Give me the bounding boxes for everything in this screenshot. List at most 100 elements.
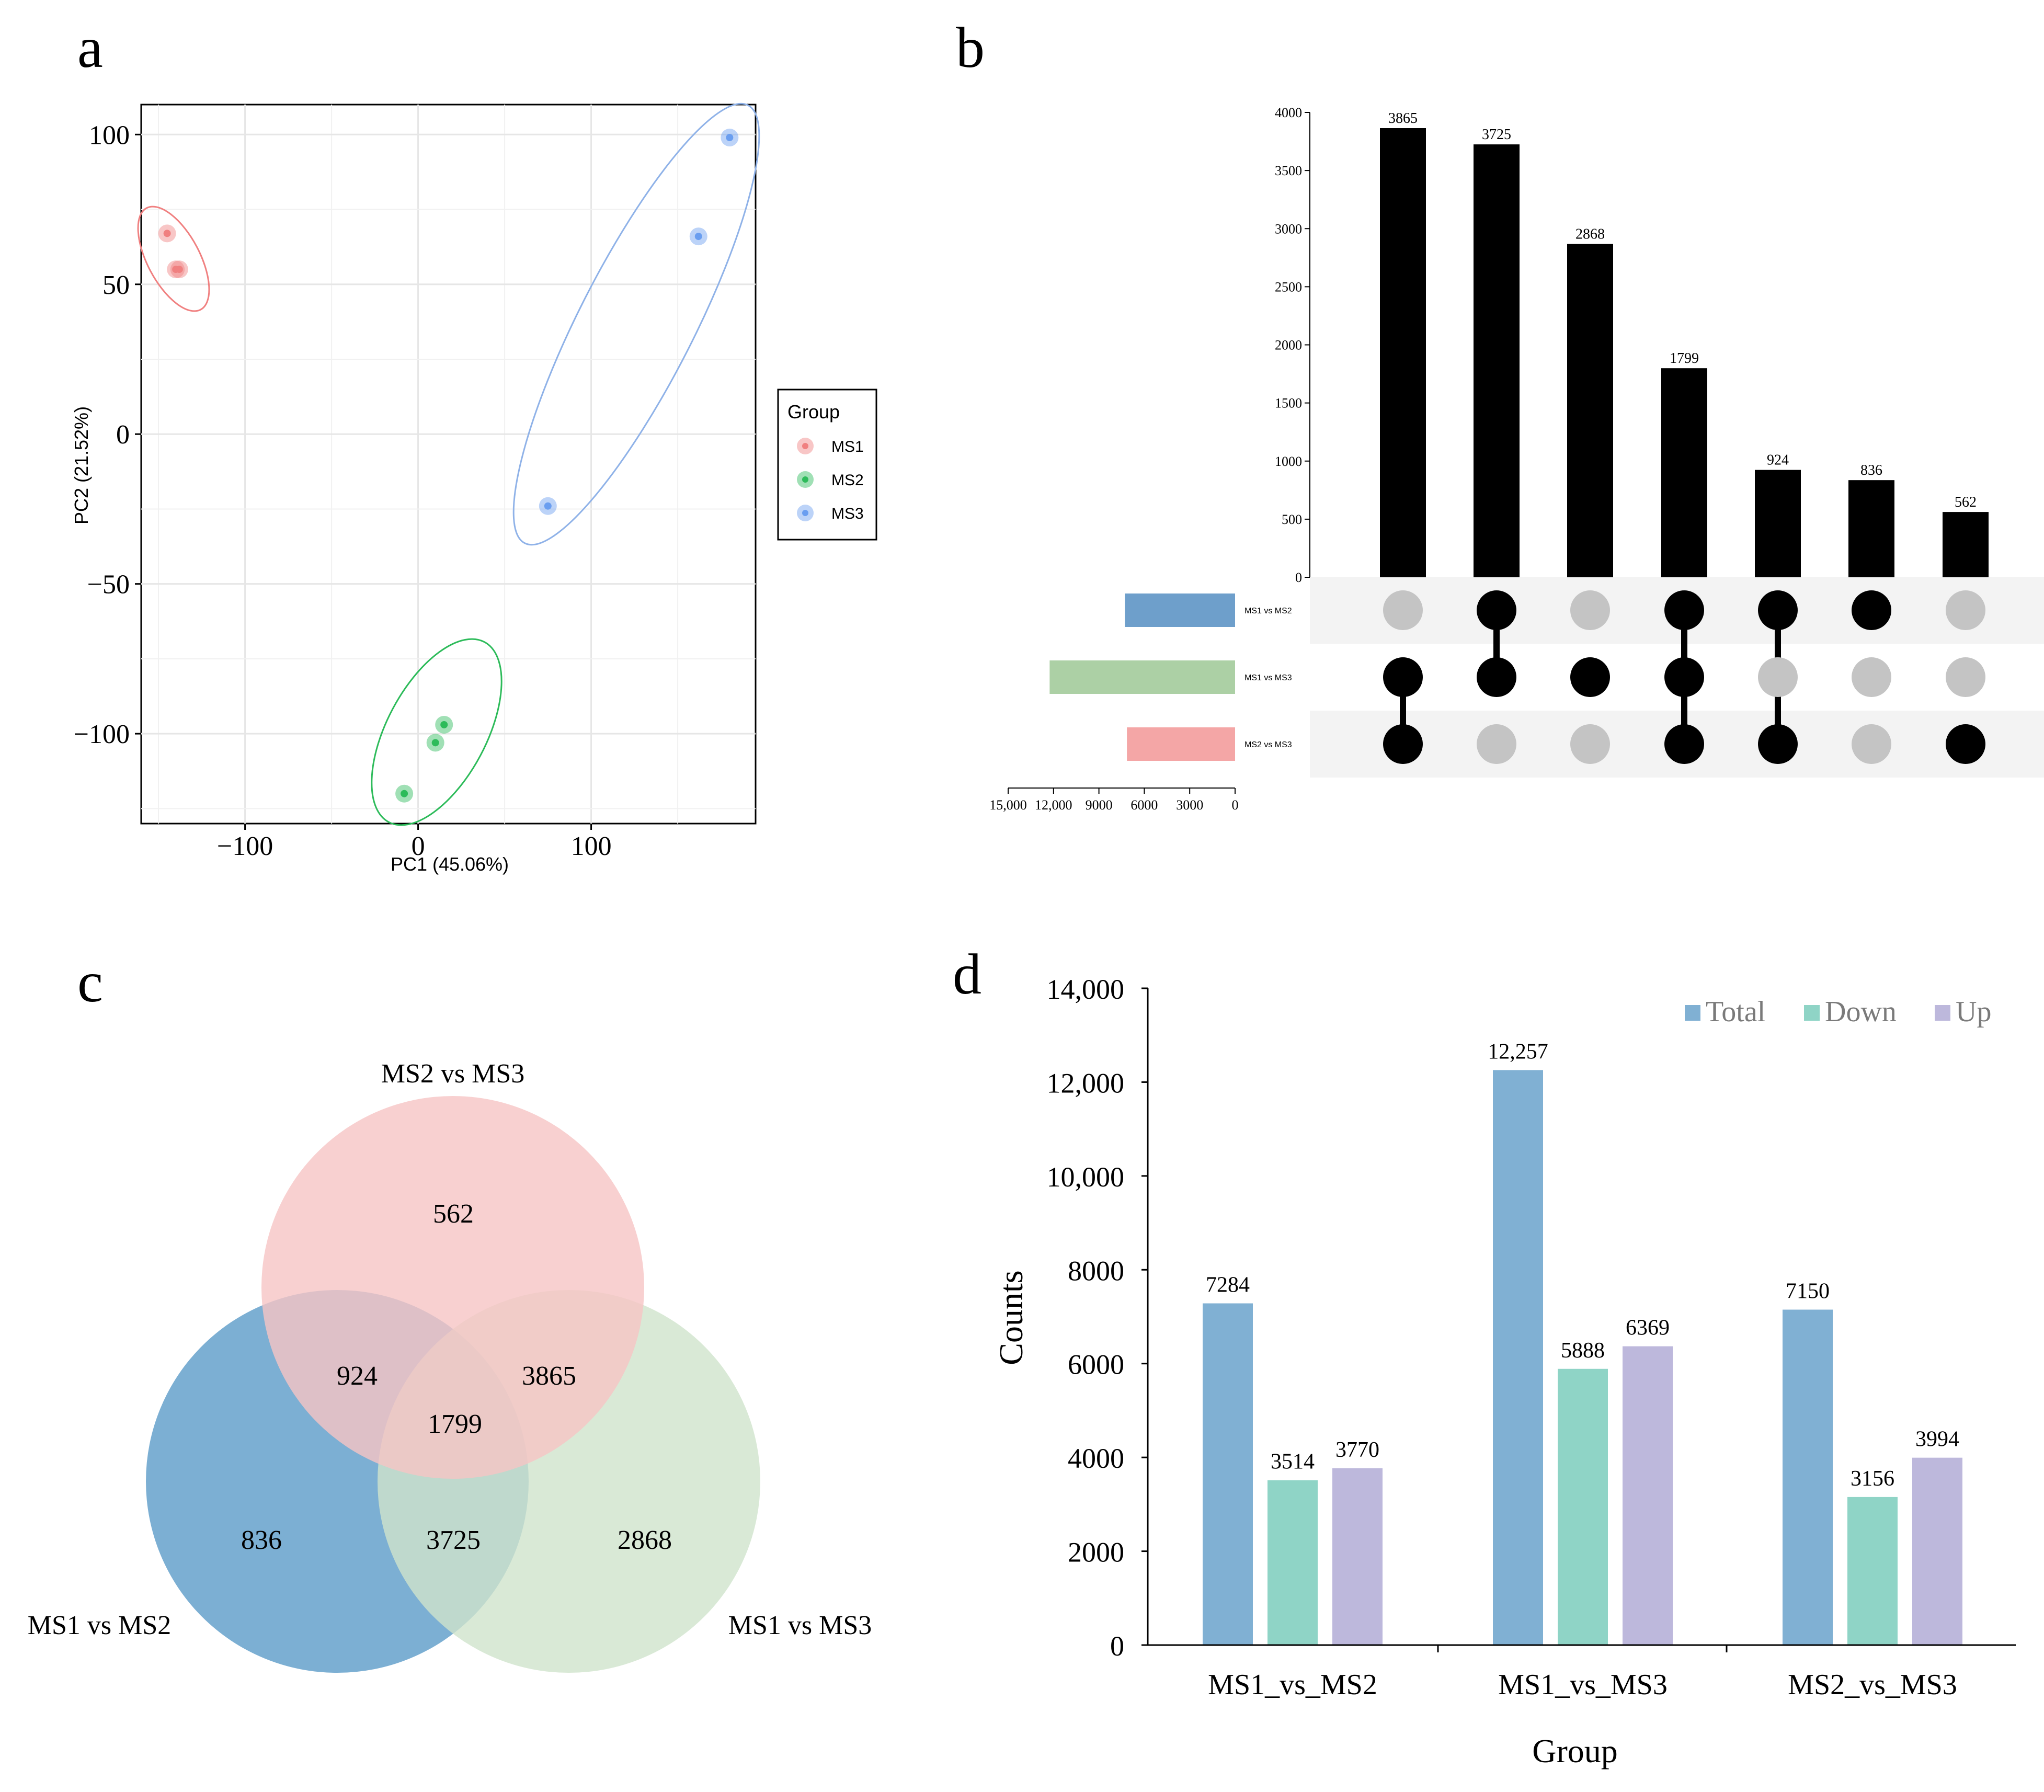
venn-region-ms2-only: 562 bbox=[433, 1199, 474, 1229]
counts-bar-label-up: 3994 bbox=[1915, 1428, 1959, 1452]
venn-circle-ms2-vs-ms3 bbox=[261, 1096, 644, 1479]
pca-point-core-ms1 bbox=[175, 266, 183, 273]
pca-point-core-ms1 bbox=[163, 230, 171, 237]
panel-letter-a: a bbox=[77, 16, 103, 79]
upset-set-axis-label: 0 bbox=[1232, 797, 1239, 813]
ellipse-ms3 bbox=[512, 102, 760, 546]
upset-y-tick-label: 500 bbox=[1282, 512, 1302, 527]
upset-dot-inactive bbox=[1852, 724, 1891, 764]
counts-bar-up bbox=[1623, 1346, 1673, 1645]
pca-plot-frame bbox=[140, 104, 757, 825]
upset-set-axis-label: 12,000 bbox=[1035, 797, 1072, 813]
counts-x-tick-label: MS1_vs_MS2 bbox=[1208, 1669, 1377, 1701]
venn-panel: MS2 vs MS3 MS1 vs MS2 MS1 vs MS3 562 924… bbox=[28, 1059, 872, 1673]
pca-points bbox=[158, 129, 739, 803]
counts-bar-up bbox=[1912, 1457, 1962, 1645]
pca-point-core-ms2 bbox=[440, 721, 448, 728]
upset-dot-active bbox=[1570, 657, 1610, 697]
pca-y-tick-label: 50 bbox=[102, 270, 130, 300]
upset-dot-active bbox=[1852, 590, 1891, 630]
upset-set-size-bar bbox=[1125, 593, 1235, 627]
pca-legend-marker-core bbox=[802, 510, 808, 516]
ellipse-ms1 bbox=[137, 206, 210, 312]
upset-matrix bbox=[1383, 590, 1985, 764]
venn-region-ms1ms2-only: 836 bbox=[241, 1525, 282, 1555]
venn-region-ms1ms2-ms2ms3: 924 bbox=[337, 1361, 378, 1391]
counts-x-ticks: MS1_vs_MS2 MS1_vs_MS3 MS2_vs_MS3 bbox=[1208, 1645, 1957, 1701]
panel-letter-c: c bbox=[77, 950, 103, 1014]
upset-bar bbox=[1380, 128, 1426, 577]
counts-bar-panel: 7284 12,257 7150 3514 5888 3156 3770 6369 3994 0… bbox=[992, 974, 2016, 1770]
upset-set-name: MS2 vs MS3 bbox=[1244, 740, 1292, 749]
pca-point-core-ms3 bbox=[726, 134, 734, 142]
counts-bar-label-up: 3770 bbox=[1335, 1438, 1379, 1462]
pca-legend-label-ms3: MS3 bbox=[831, 505, 864, 522]
pca-y-tick-label: 100 bbox=[89, 120, 130, 150]
upset-set-axis-label: 3000 bbox=[1176, 797, 1203, 813]
counts-y-tick-label: 8000 bbox=[1068, 1255, 1124, 1286]
pca-point-core-ms2 bbox=[431, 739, 439, 747]
counts-bar-total bbox=[1203, 1303, 1253, 1645]
counts-legend-swatch-down bbox=[1804, 1005, 1820, 1021]
pca-x-tick-label: 100 bbox=[571, 831, 612, 861]
upset-bar bbox=[1848, 480, 1894, 577]
counts-bar-labels: 7284 12,257 7150 3514 5888 3156 3770 6369 3994 bbox=[1206, 1040, 1959, 1490]
counts-y-tick-label: 12,000 bbox=[1047, 1067, 1125, 1099]
upset-y-tick-label: 3500 bbox=[1275, 163, 1302, 178]
counts-legend: Total Down Up bbox=[1685, 996, 1991, 1028]
upset-set-name: MS1 vs MS3 bbox=[1244, 674, 1292, 682]
upset-y-tick-label: 1500 bbox=[1275, 396, 1302, 411]
panel-letter-d: d bbox=[953, 942, 981, 1006]
pca-gridlines bbox=[141, 105, 756, 824]
upset-bar bbox=[1661, 368, 1707, 577]
venn-region-ms1ms2-ms1ms3: 3725 bbox=[426, 1525, 481, 1555]
venn-set-label-ms1-vs-ms3: MS1 vs MS3 bbox=[728, 1611, 872, 1640]
upset-bar-label: 2868 bbox=[1575, 226, 1605, 243]
upset-bar-label: 562 bbox=[1955, 494, 1977, 510]
upset-set-names: MS1 vs MS2 MS1 vs MS3 MS2 vs MS3 bbox=[1244, 607, 1292, 749]
counts-legend-label-down: Down bbox=[1825, 996, 1897, 1028]
upset-dot-active bbox=[1477, 657, 1516, 697]
counts-y-tick-label: 2000 bbox=[1068, 1537, 1124, 1568]
upset-bar-label: 836 bbox=[1860, 462, 1882, 478]
counts-bar-label-up: 6369 bbox=[1626, 1316, 1670, 1340]
counts-bar-label-down: 3514 bbox=[1271, 1450, 1315, 1474]
counts-x-axis-label: Group bbox=[1532, 1732, 1618, 1770]
pca-x-tick-label: −100 bbox=[217, 831, 273, 861]
counts-bar-down bbox=[1847, 1497, 1898, 1645]
venn-region-all: 1799 bbox=[428, 1409, 482, 1439]
upset-set-axis-label: 6000 bbox=[1131, 797, 1158, 813]
counts-bar-down bbox=[1558, 1368, 1608, 1645]
upset-bar bbox=[1567, 244, 1613, 577]
pca-ticks: −100 0 100 −100 −50 0 50 100 bbox=[74, 120, 612, 861]
pca-x-axis-label: PC1 (45.06%) bbox=[391, 853, 509, 875]
upset-dot-active bbox=[1664, 590, 1704, 630]
upset-set-axis-label: 9000 bbox=[1086, 797, 1113, 813]
upset-dot-inactive bbox=[1946, 657, 1985, 697]
upset-dot-active bbox=[1477, 590, 1516, 630]
counts-y-ticks: 0 2000 4000 6000 8000 10,000 12,000 14,000 bbox=[1047, 974, 1148, 1662]
upset-y-tick-label: 4000 bbox=[1275, 105, 1302, 120]
upset-dot-inactive bbox=[1477, 724, 1516, 764]
upset-set-name: MS1 vs MS2 bbox=[1244, 607, 1292, 615]
pca-legend-label-ms1: MS1 bbox=[831, 438, 864, 455]
counts-bar-label-total: 12,257 bbox=[1488, 1040, 1548, 1064]
upset-dot-inactive bbox=[1570, 724, 1610, 764]
pca-ellipses bbox=[137, 102, 760, 826]
pca-y-tick-label: −50 bbox=[87, 570, 130, 600]
upset-bar bbox=[1943, 512, 1989, 577]
pca-y-tick-label: −100 bbox=[74, 720, 130, 749]
counts-bar-down bbox=[1267, 1480, 1318, 1645]
upset-dot-inactive bbox=[1946, 590, 1985, 630]
pca-point-core-ms3 bbox=[694, 233, 702, 241]
venn-region-ms1ms3-ms2ms3: 3865 bbox=[522, 1361, 576, 1391]
counts-y-tick-label: 14,000 bbox=[1047, 974, 1125, 1005]
upset-dot-active bbox=[1758, 590, 1798, 630]
upset-dot-active bbox=[1758, 724, 1798, 764]
venn-set-label-ms1-vs-ms2: MS1 vs MS2 bbox=[28, 1611, 172, 1640]
upset-set-size-bar bbox=[1127, 727, 1235, 761]
pca-point-core-ms2 bbox=[401, 790, 408, 797]
pca-legend-label-ms2: MS2 bbox=[831, 472, 864, 489]
pca-legend-box bbox=[777, 389, 877, 541]
